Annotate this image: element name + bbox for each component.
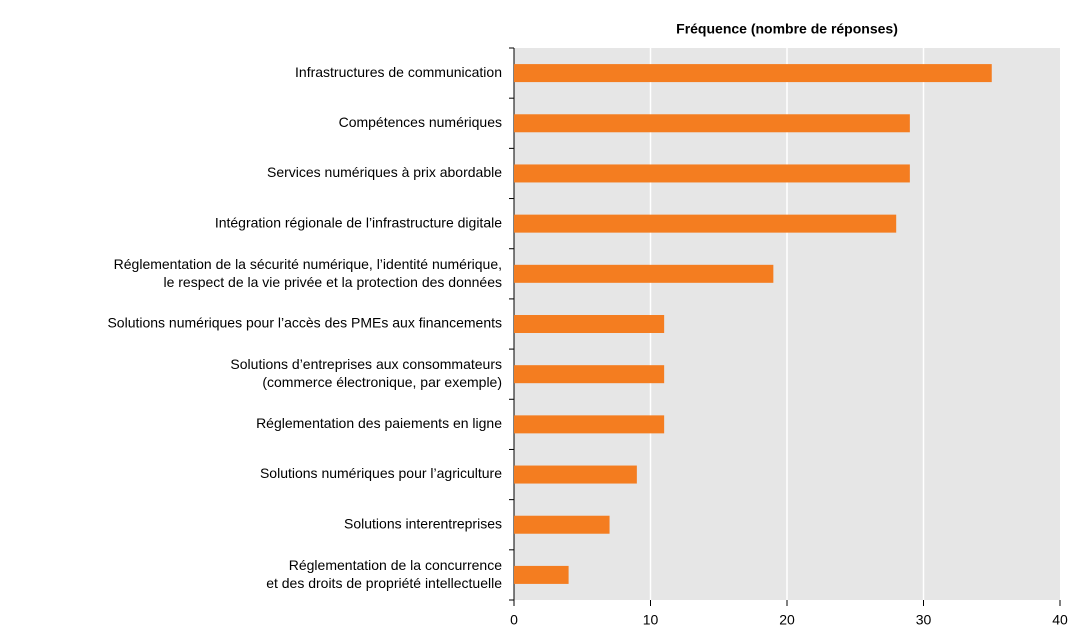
y-tick-label: Réglementation des paiements en ligne — [256, 415, 502, 431]
bar — [514, 565, 569, 584]
y-tick-label: Compétences numériques — [339, 114, 502, 130]
bar — [514, 415, 665, 434]
x-tick-label: 0 — [510, 612, 518, 628]
x-tick-label: 30 — [916, 612, 932, 628]
y-tick-label: Solutions d’entreprises aux consommateur… — [230, 356, 502, 390]
y-tick-label: Réglementation de la concurrence et des d… — [266, 557, 502, 591]
bar — [514, 315, 665, 333]
y-tick-label: Infrastructures de communication — [295, 64, 502, 80]
y-tick-label: Solutions numériques pour l’agriculture — [260, 465, 502, 481]
y-tick-label: Intégration régionale de l’infrastructur… — [215, 214, 502, 230]
y-tick-label: Réglementation de la sécurité numérique,… — [114, 256, 502, 290]
x-tick-label: 10 — [643, 612, 659, 628]
chart-title: Fréquence (nombre de réponses) — [676, 21, 898, 37]
bar — [514, 214, 897, 233]
bar — [514, 114, 910, 133]
x-tick-label: 20 — [779, 612, 795, 628]
y-tick-label: Solutions numériques pour l’accès des PM… — [107, 315, 502, 331]
bar — [514, 64, 992, 83]
y-tick-label: Solutions interentreprises — [344, 515, 502, 531]
bar — [514, 264, 774, 283]
y-tick-label: Services numériques à prix abordable — [267, 164, 502, 180]
bar — [514, 465, 637, 484]
bar — [514, 365, 665, 384]
bar — [514, 515, 610, 534]
bar — [514, 164, 910, 183]
x-tick-label: 40 — [1052, 612, 1068, 628]
